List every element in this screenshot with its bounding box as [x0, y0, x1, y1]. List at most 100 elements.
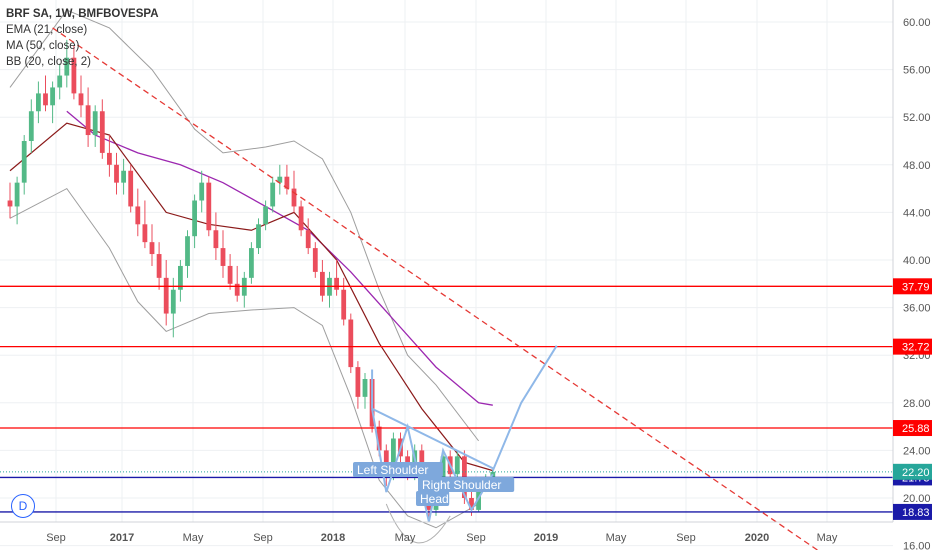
left-shoulder-label-bg — [353, 462, 443, 477]
x-tick-label: May — [183, 532, 204, 544]
candle-body — [213, 230, 219, 249]
candle-body — [348, 319, 354, 368]
candle-body — [78, 93, 84, 106]
candle-body — [362, 379, 368, 397]
bb-upper-line — [9, 9, 479, 442]
legend-bb: BB (20, close, 2) — [6, 56, 92, 68]
right-shoulder-label-bg — [418, 477, 515, 492]
candle-body — [334, 277, 339, 290]
candle-body — [28, 111, 34, 141]
candle-body — [99, 111, 105, 153]
price-badge-label: 18.83 — [902, 507, 930, 519]
projection-line — [491, 345, 558, 472]
legend-ma: MA (50, close) — [6, 40, 80, 52]
candle-body — [291, 188, 297, 207]
candle-body — [227, 265, 233, 284]
price-badge-label: 25.88 — [902, 423, 930, 435]
price-badge-label: 32.72 — [902, 342, 930, 354]
y-tick-label: 40.00 — [903, 255, 931, 267]
candle-body — [170, 289, 176, 314]
candle-body — [50, 87, 55, 106]
x-tick-label: 2019 — [534, 532, 558, 544]
candle-body — [312, 248, 318, 272]
candle-body — [341, 289, 347, 320]
candle-body — [298, 206, 304, 231]
candle-body — [220, 248, 226, 266]
head-label: Head — [420, 492, 449, 506]
y-tick-label: 60.00 — [903, 17, 931, 29]
x-tick-label: Sep — [46, 532, 66, 544]
candle-body — [277, 176, 283, 183]
x-tick-label: Sep — [466, 532, 486, 544]
candle-body — [64, 57, 70, 76]
logo-d-icon[interactable]: D — [11, 494, 35, 518]
x-tick-label: May — [395, 532, 416, 544]
candle-body — [71, 57, 77, 94]
y-tick-label: 36.00 — [903, 303, 931, 315]
candle-body — [92, 111, 98, 136]
candle-body — [355, 367, 361, 397]
candle-body — [185, 236, 190, 266]
y-tick-label: 52.00 — [903, 112, 931, 124]
candle-body — [57, 75, 63, 88]
x-tick-label: May — [606, 532, 627, 544]
ma-line — [66, 110, 493, 406]
candle-body — [256, 224, 261, 249]
head-label-bg — [416, 491, 450, 506]
candle-body — [135, 206, 141, 225]
candle-body — [142, 224, 148, 243]
bb-lower-line — [9, 187, 479, 529]
candle-body — [114, 164, 119, 183]
right-shoulder-label: Right Shoulder — [422, 478, 501, 492]
candle-body — [454, 456, 460, 475]
chart-legend: BRF SA, 1W, BMFBOVESPA EMA (21, close) M… — [6, 6, 159, 70]
candle-body — [156, 254, 162, 278]
x-tick-label: 2020 — [745, 532, 769, 544]
y-tick-label: 56.00 — [903, 65, 931, 77]
candle-body — [391, 438, 396, 475]
y-tick-label: 16.00 — [903, 541, 931, 550]
candle-body — [284, 176, 290, 189]
x-tick-label: May — [817, 532, 838, 544]
candle-body — [440, 456, 446, 487]
price-badge — [893, 503, 932, 520]
candle-body — [249, 248, 254, 278]
candle-body — [85, 105, 91, 136]
candle-body — [178, 265, 183, 290]
last-price-badge — [893, 463, 932, 480]
x-tick-label: Sep — [676, 532, 696, 544]
candle-body — [149, 242, 155, 255]
candle-body — [263, 206, 268, 225]
candle-body — [376, 426, 382, 451]
candle-body — [199, 182, 205, 201]
candle-body — [305, 230, 311, 249]
price-badge — [893, 278, 932, 295]
last-price-label: 22.20 — [902, 467, 930, 479]
y-tick-label: 20.00 — [903, 493, 931, 505]
x-tick-label: Sep — [253, 532, 273, 544]
y-tick-label: 28.00 — [903, 398, 931, 410]
grid-layer — [0, 0, 893, 547]
head-curve — [385, 503, 451, 544]
candle-body — [107, 152, 112, 165]
candles-layer — [7, 39, 496, 522]
neckline — [371, 407, 494, 470]
trendline — [52, 27, 819, 550]
candle-body — [469, 498, 474, 510]
x-tick-label: 2018 — [321, 532, 345, 544]
candle-body — [206, 182, 212, 231]
candle-body — [7, 200, 13, 207]
candle-body — [36, 93, 41, 112]
candle-body — [128, 170, 134, 207]
y-tick-label: 24.00 — [903, 445, 931, 457]
candle-body — [192, 200, 197, 237]
y-tick-label: 44.00 — [903, 207, 931, 219]
candle-body — [234, 283, 240, 296]
left-shoulder-label: Left Shoulder — [357, 463, 428, 477]
candle-body — [121, 170, 126, 183]
candle-body — [14, 182, 20, 207]
x-tick-label: 2017 — [110, 532, 134, 544]
